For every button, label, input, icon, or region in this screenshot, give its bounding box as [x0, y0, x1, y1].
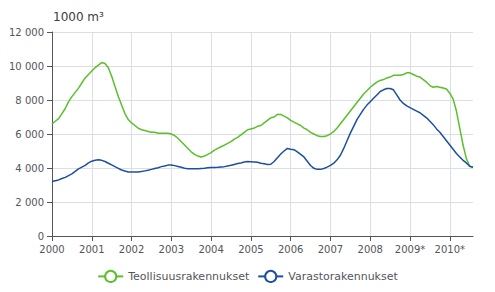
svg-text:0: 0: [38, 231, 44, 242]
svg-text:Varastorakennukset: Varastorakennukset: [288, 270, 398, 283]
svg-text:2000: 2000: [39, 244, 64, 255]
svg-text:2006: 2006: [278, 244, 303, 255]
svg-text:12 000: 12 000: [9, 27, 44, 38]
svg-text:2007: 2007: [318, 244, 343, 255]
svg-text:2 000: 2 000: [15, 197, 44, 208]
svg-text:2009*: 2009*: [395, 244, 425, 255]
svg-text:2010*: 2010*: [435, 244, 465, 255]
svg-text:2002: 2002: [119, 244, 144, 255]
svg-text:2004: 2004: [198, 244, 223, 255]
svg-text:2001: 2001: [79, 244, 104, 255]
svg-text:6 000: 6 000: [15, 129, 44, 140]
svg-text:8 000: 8 000: [15, 95, 44, 106]
svg-text:2003: 2003: [159, 244, 184, 255]
svg-text:2005: 2005: [238, 244, 263, 255]
svg-text:10 000: 10 000: [9, 61, 44, 72]
svg-text:Teollisuusrakennukset: Teollisuusrakennukset: [127, 270, 250, 283]
svg-text:4 000: 4 000: [15, 163, 44, 174]
svg-text:1000 m³: 1000 m³: [53, 10, 104, 24]
svg-text:2008: 2008: [358, 244, 383, 255]
